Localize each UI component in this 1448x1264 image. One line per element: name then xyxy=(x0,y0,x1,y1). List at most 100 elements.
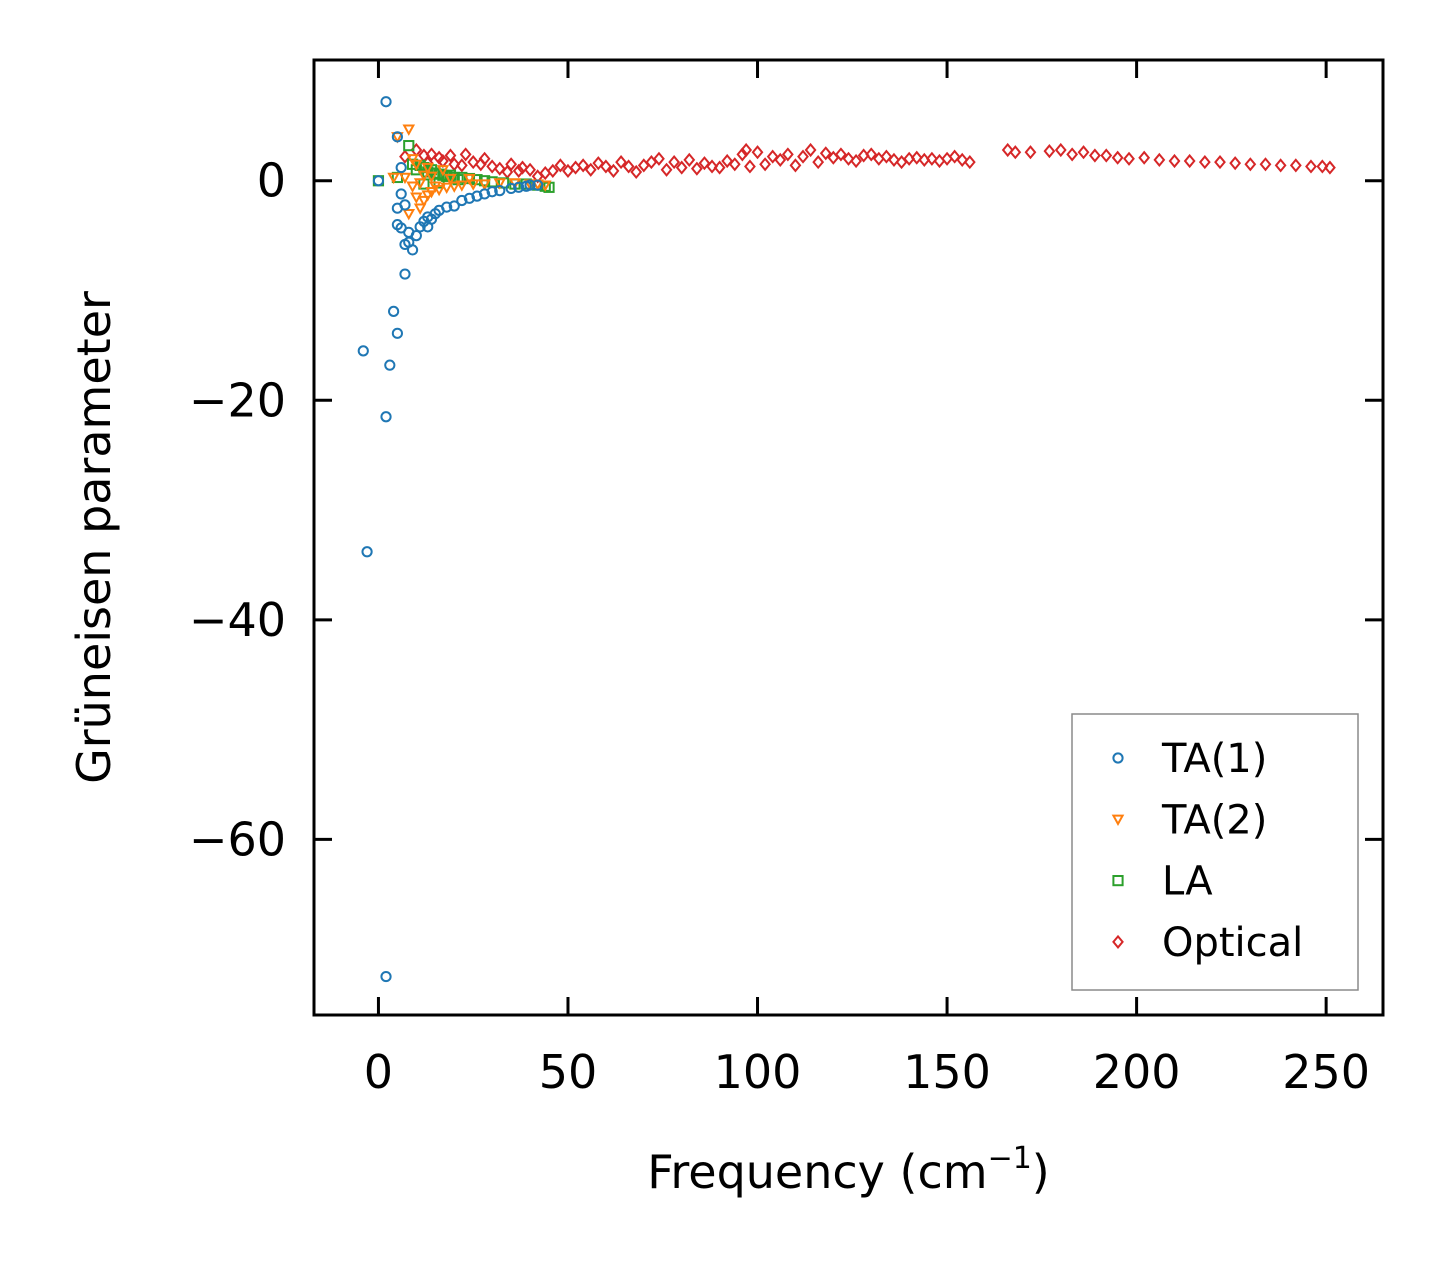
data-point xyxy=(910,150,923,165)
legend-label: Optical xyxy=(1162,920,1303,966)
data-point xyxy=(403,140,415,152)
data-point xyxy=(584,162,597,177)
data-point xyxy=(1229,156,1242,171)
data-point xyxy=(577,158,590,173)
data-point xyxy=(455,158,468,173)
data-point xyxy=(455,180,469,192)
data-point xyxy=(713,160,726,175)
data-point xyxy=(1123,151,1135,166)
data-point xyxy=(425,187,438,199)
data-point xyxy=(478,188,491,200)
data-point xyxy=(683,152,696,167)
data-point xyxy=(357,345,369,357)
data-point xyxy=(402,124,416,136)
data-point xyxy=(505,157,518,172)
data-point xyxy=(440,182,453,194)
y-tick-label: 0 xyxy=(257,154,286,208)
data-point xyxy=(425,171,438,184)
data-point xyxy=(447,181,461,193)
data-point xyxy=(706,159,718,174)
data-point xyxy=(744,159,756,174)
data-point xyxy=(478,151,491,166)
data-point xyxy=(494,185,506,197)
data-point xyxy=(463,173,476,186)
data-point xyxy=(395,161,407,174)
legend-marker xyxy=(1111,814,1125,826)
data-point xyxy=(1316,159,1329,174)
data-point xyxy=(421,162,435,175)
data-point xyxy=(1066,147,1079,162)
data-point xyxy=(668,155,681,170)
data-point xyxy=(1043,144,1056,159)
data-point xyxy=(880,149,893,164)
legend-label: LA xyxy=(1162,859,1213,905)
data-point xyxy=(774,152,787,167)
data-point xyxy=(402,208,416,221)
data-point xyxy=(721,153,734,169)
data-point xyxy=(554,158,567,173)
data-point xyxy=(1244,157,1257,172)
legend-marker xyxy=(1112,934,1124,949)
data-point xyxy=(486,159,499,174)
data-point xyxy=(406,181,419,193)
data-point xyxy=(1214,155,1226,170)
data-point xyxy=(622,159,635,174)
data-point xyxy=(1024,145,1037,160)
data-point xyxy=(592,156,605,171)
data-point xyxy=(1138,150,1151,165)
data-point xyxy=(690,161,703,176)
axis-ticks: 0 50 100 150 200 250 0 −20 −40 −60 xyxy=(189,60,1383,1099)
plot-frame xyxy=(312,58,1385,1017)
series-optical xyxy=(399,142,1336,184)
x-tick-label: 150 xyxy=(903,1045,991,1099)
data-point xyxy=(448,200,460,212)
x-axis-title: Frequency (cm−1) xyxy=(647,1141,1050,1199)
data-point xyxy=(1183,153,1196,169)
data-point xyxy=(395,188,407,200)
data-point xyxy=(1198,155,1211,170)
data-point xyxy=(1168,153,1181,169)
data-point xyxy=(630,164,643,180)
data-point xyxy=(372,175,385,187)
data-point xyxy=(466,179,480,191)
data-point xyxy=(1305,159,1317,174)
data-point xyxy=(675,160,688,175)
x-tick-label: 200 xyxy=(1093,1045,1181,1099)
data-point xyxy=(441,201,453,213)
data-point xyxy=(444,173,457,186)
data-point xyxy=(1259,157,1272,172)
y-tick-label: −20 xyxy=(189,373,286,427)
data-point xyxy=(615,155,627,170)
data-point xyxy=(888,152,900,167)
data-point xyxy=(429,181,442,193)
legend-marker xyxy=(1112,752,1124,764)
data-point xyxy=(410,159,423,171)
data-point xyxy=(380,411,392,423)
data-point xyxy=(698,156,711,171)
data-point xyxy=(512,163,525,178)
data-point xyxy=(493,178,507,190)
data-point xyxy=(1054,142,1067,158)
data-point xyxy=(789,158,802,173)
data-point xyxy=(425,147,438,162)
data-point xyxy=(751,145,764,160)
data-point xyxy=(456,194,468,207)
data-point xyxy=(865,147,878,162)
data-point xyxy=(1009,145,1022,160)
data-points xyxy=(357,96,1336,983)
data-point xyxy=(660,162,673,177)
data-point xyxy=(406,154,419,166)
data-point xyxy=(850,153,862,169)
data-point xyxy=(398,172,412,185)
data-point xyxy=(797,149,809,164)
data-point xyxy=(459,147,472,162)
data-point xyxy=(819,146,832,161)
data-point xyxy=(413,178,427,190)
data-point xyxy=(532,179,544,191)
data-point xyxy=(766,149,779,164)
y-tick-label: −40 xyxy=(189,593,286,647)
data-point xyxy=(653,151,665,166)
x-tick-label: 50 xyxy=(539,1045,598,1099)
